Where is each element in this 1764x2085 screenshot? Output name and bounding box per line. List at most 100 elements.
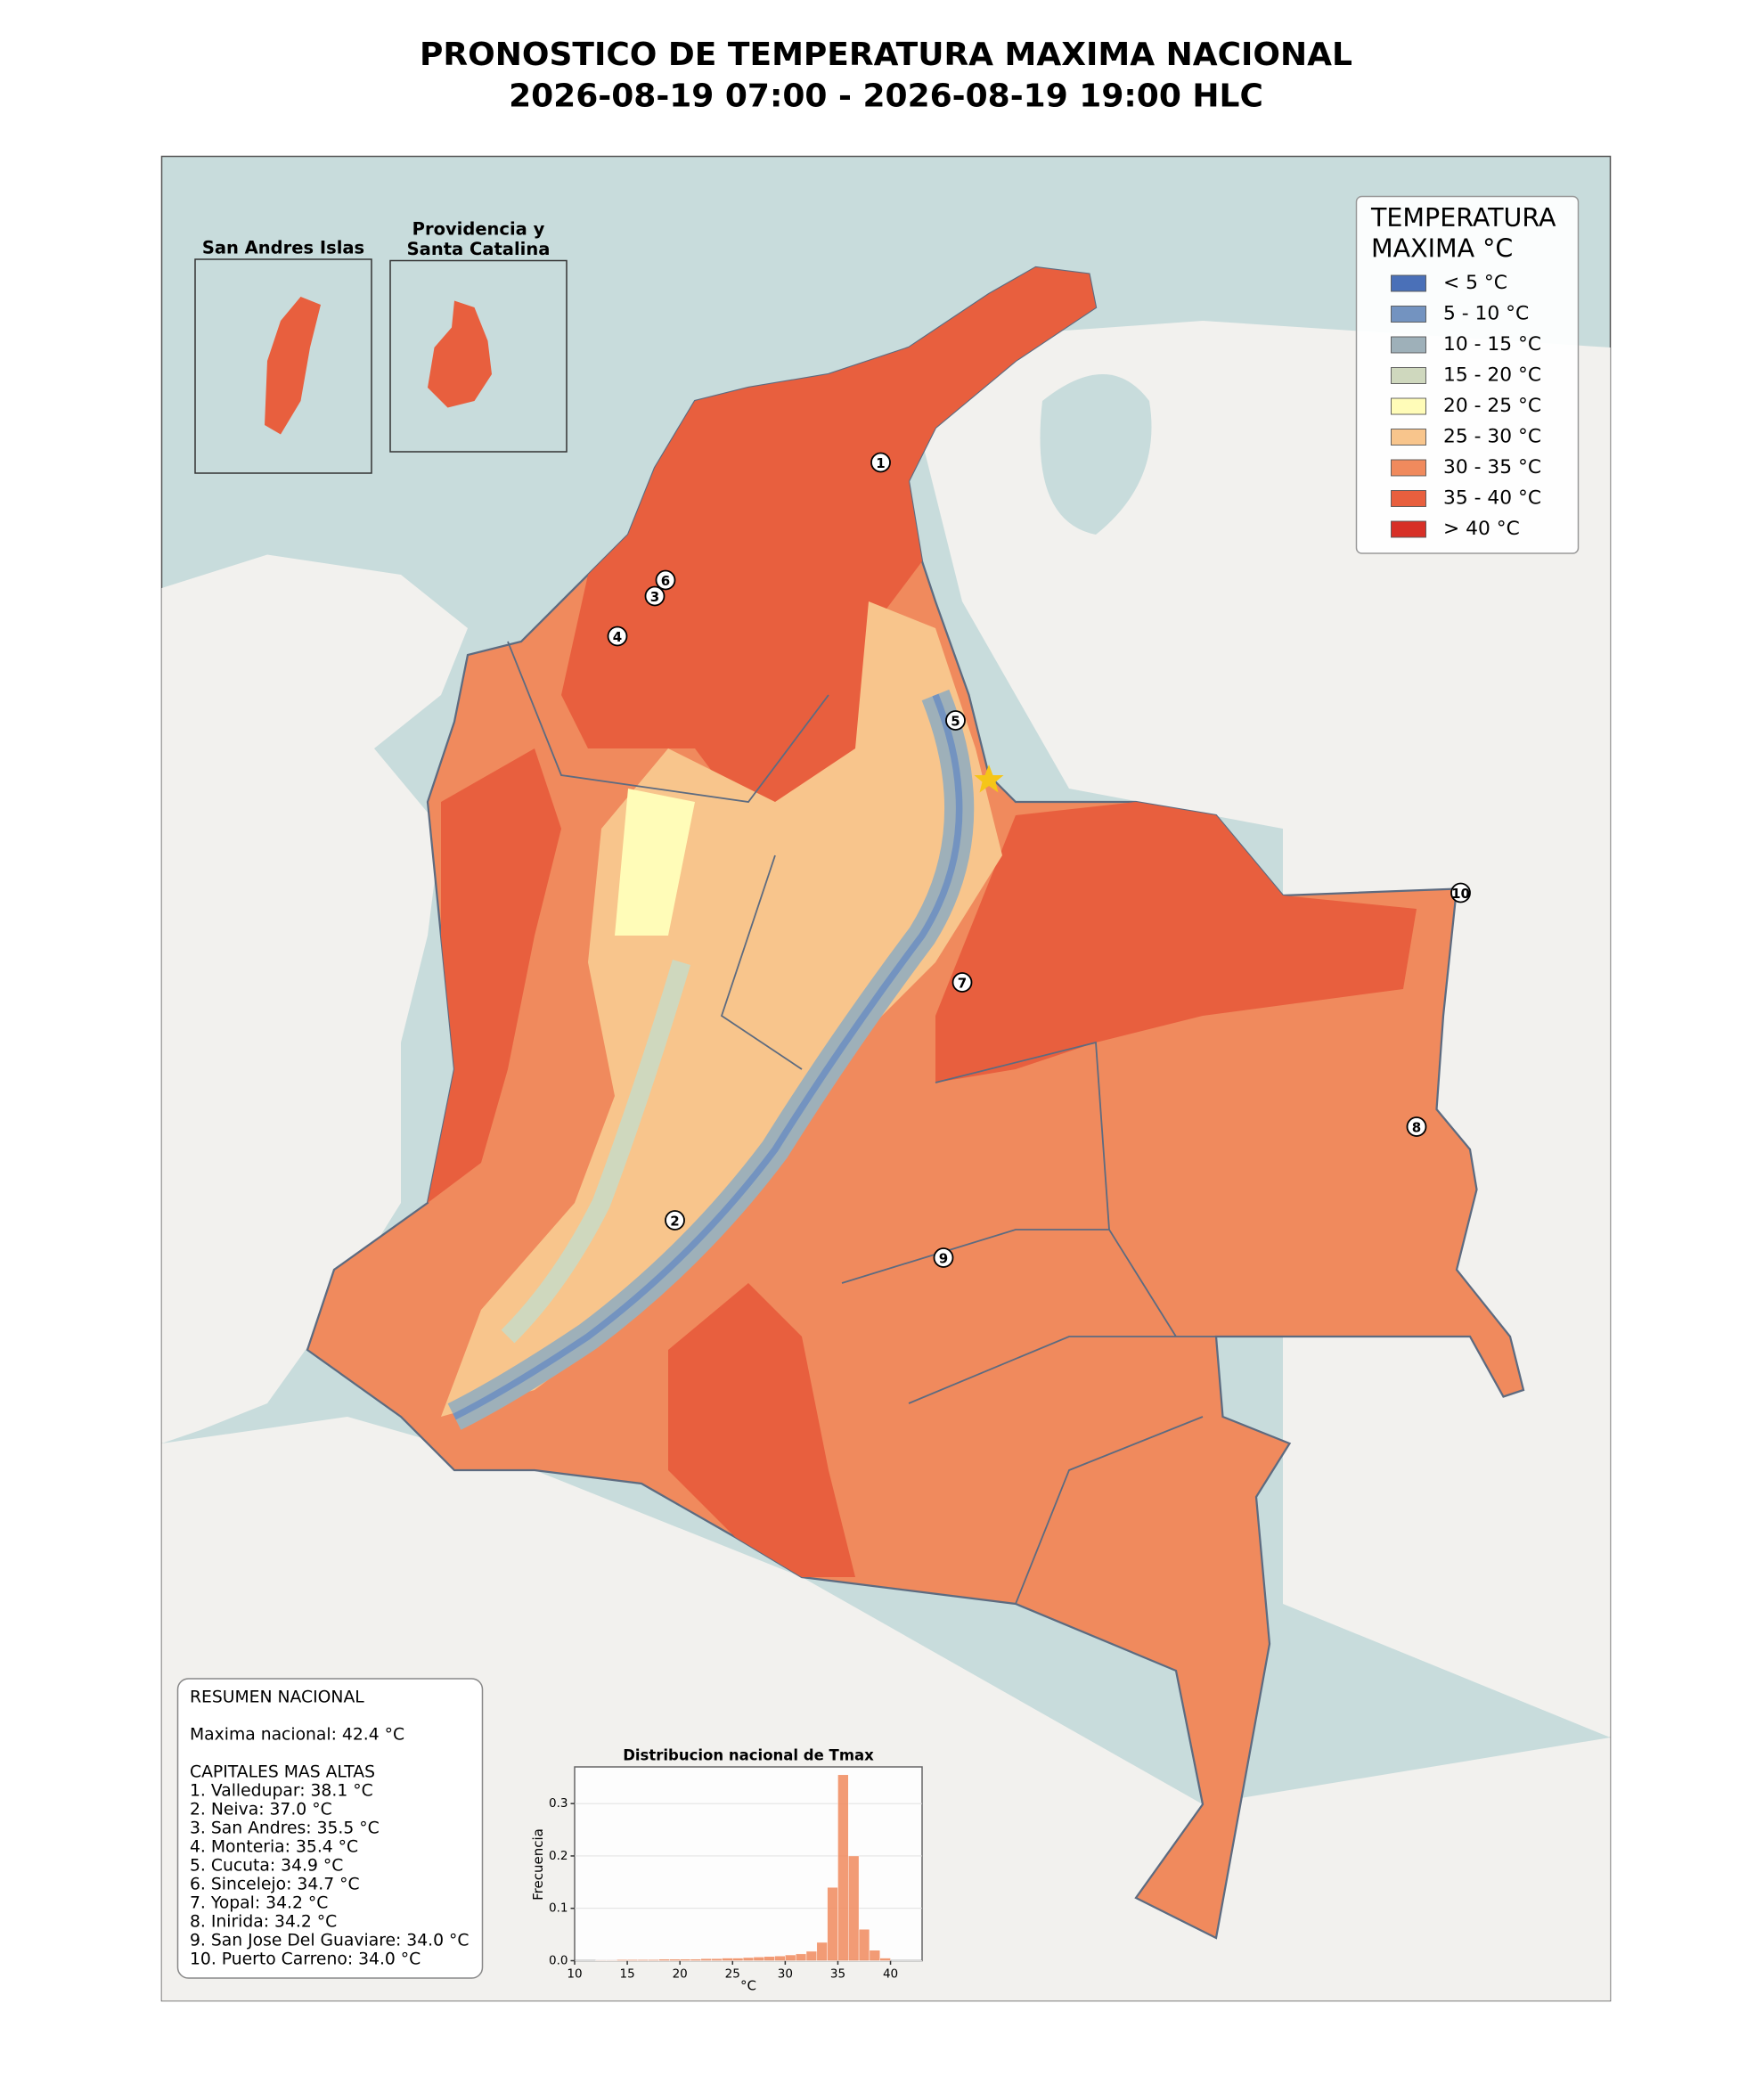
markers: 1 2 3 4 5 6 7 8 9 10 <box>607 452 1471 1268</box>
city-marker <box>655 569 676 591</box>
histogram-title: Distribucion nacional de Tmax <box>623 1747 874 1764</box>
capital-line: 8. Inirida: 34.2 °C <box>190 1913 337 1932</box>
summary-heading: CAPITALES MAS ALTAS <box>190 1763 375 1782</box>
island <box>265 297 321 435</box>
summary-box <box>176 1678 484 1979</box>
city-number: 9 <box>939 1251 948 1267</box>
histogram-bar <box>848 1855 860 1961</box>
capital-line: 2. Neiva: 37.0 °C <box>190 1801 332 1819</box>
x-tick-label: 40 <box>883 1967 898 1982</box>
legend-swatch <box>1391 397 1426 415</box>
city-number: 7 <box>958 976 967 992</box>
city-number: 10 <box>1451 886 1470 902</box>
legend-label: 15 - 20 °C <box>1443 364 1541 387</box>
legend-label: 30 - 35 °C <box>1443 456 1541 478</box>
histogram-bar <box>837 1774 849 1961</box>
y-tick-label: 0.3 <box>549 1796 568 1811</box>
island <box>428 300 492 408</box>
city-number: 5 <box>951 714 960 730</box>
histogram-bar <box>637 1959 649 1961</box>
histogram-bar <box>617 1959 628 1961</box>
legend-swatch <box>1391 490 1426 507</box>
legend-swatch <box>1391 367 1426 384</box>
histogram: 0.0 0.1 0.2 0.3 10 15 20 25 30 35 40 <box>549 1774 922 1982</box>
star-marker <box>974 764 1004 793</box>
histogram-bar <box>785 1954 796 1961</box>
city-number: 6 <box>661 573 670 589</box>
city-marker <box>870 452 891 473</box>
city-marker <box>665 1210 685 1231</box>
histogram-bar <box>679 1958 691 1961</box>
histogram-bar <box>774 1955 786 1961</box>
legend-label: > 40 °C <box>1443 518 1520 540</box>
legend-label: 25 - 30 °C <box>1443 426 1541 448</box>
lake <box>1040 374 1152 535</box>
capital-line: 3. San Andres: 35.5 °C <box>190 1819 380 1838</box>
histogram-bar <box>742 1957 755 1961</box>
city-number: 4 <box>613 629 622 645</box>
hot-region <box>668 1283 855 1577</box>
histogram-bar <box>858 1929 870 1961</box>
histogram-bar <box>805 1950 818 1961</box>
histogram-bar <box>816 1942 828 1961</box>
andes-cool <box>501 959 691 1344</box>
legend-label: 20 - 25 °C <box>1443 395 1541 417</box>
city-marker <box>1450 882 1471 904</box>
histogram-bar <box>722 1958 733 1961</box>
legend-label: 5 - 10 °C <box>1443 303 1529 325</box>
legend-title: MAXIMA °C <box>1371 234 1513 264</box>
city-number: 8 <box>1412 1120 1421 1136</box>
y-tick-label: 0.1 <box>549 1901 568 1916</box>
histogram-bar <box>753 1957 764 1961</box>
histogram-bar <box>626 1959 639 1961</box>
department-borders <box>507 641 1229 1605</box>
legend-label: 35 - 40 °C <box>1443 487 1541 510</box>
legend-swatch <box>1391 274 1426 292</box>
capital-line: 9. San Jose Del Guaviare: 34.0 °C <box>190 1932 469 1950</box>
capital-line: 4. Monteria: 35.4 °C <box>190 1838 358 1857</box>
x-tick-label: 25 <box>725 1967 740 1982</box>
legend-swatch <box>1391 459 1426 477</box>
x-tick-label: 35 <box>830 1967 845 1982</box>
hot-region <box>935 802 1417 1083</box>
city-number: 1 <box>876 455 885 471</box>
legend-swatch <box>1391 520 1426 538</box>
city-number: 3 <box>650 589 659 605</box>
x-axis-label: °C <box>740 1978 756 1994</box>
title: PRONOSTICO DE TEMPERATURA MAXIMA NACIONA… <box>420 37 1352 73</box>
summary-heading: RESUMEN NACIONAL <box>190 1688 364 1707</box>
inset-title: San Andres Islas <box>202 238 364 258</box>
histogram-bar <box>869 1950 880 1961</box>
x-tick-label: 30 <box>778 1967 793 1982</box>
histogram-bar <box>648 1959 659 1961</box>
hot-region <box>561 267 1096 855</box>
summary: RESUMEN NACIONAL Maxima nacional: 42.4 °… <box>190 1688 469 1969</box>
legend-label: < 5 °C <box>1443 272 1507 294</box>
y-tick-label: 0.2 <box>549 1849 568 1863</box>
capital-line: 5. Cucuta: 34.9 °C <box>190 1857 343 1876</box>
andes-cold <box>453 693 963 1420</box>
histogram-bar <box>879 1958 891 1961</box>
x-tick-label: 15 <box>619 1967 634 1982</box>
capital-line: 6. Sincelejo: 34.7 °C <box>190 1876 360 1894</box>
histogram-bar <box>690 1958 702 1961</box>
histogram-bar <box>732 1958 744 1961</box>
y-tick-label: 0.0 <box>549 1954 568 1968</box>
histogram-bar <box>606 1959 617 1961</box>
city-marker <box>644 585 666 607</box>
city-marker <box>951 972 973 993</box>
land <box>922 321 1611 1738</box>
inset-title: Santa Catalina <box>407 239 551 259</box>
legend-label: 10 - 15 °C <box>1443 333 1541 356</box>
andes-mild <box>615 789 695 936</box>
legend-swatch <box>1391 336 1426 354</box>
capital-line: 10. Puerto Carreno: 34.0 °C <box>190 1950 421 1969</box>
subtitle: 2026-08-19 07:00 - 2026-08-19 19:00 HLC <box>509 78 1263 115</box>
x-tick-label: 20 <box>673 1967 688 1982</box>
histogram-bar <box>595 1959 607 1961</box>
histogram-bar <box>764 1956 775 1961</box>
histogram-bar <box>658 1958 670 1961</box>
city-number: 2 <box>670 1214 679 1230</box>
